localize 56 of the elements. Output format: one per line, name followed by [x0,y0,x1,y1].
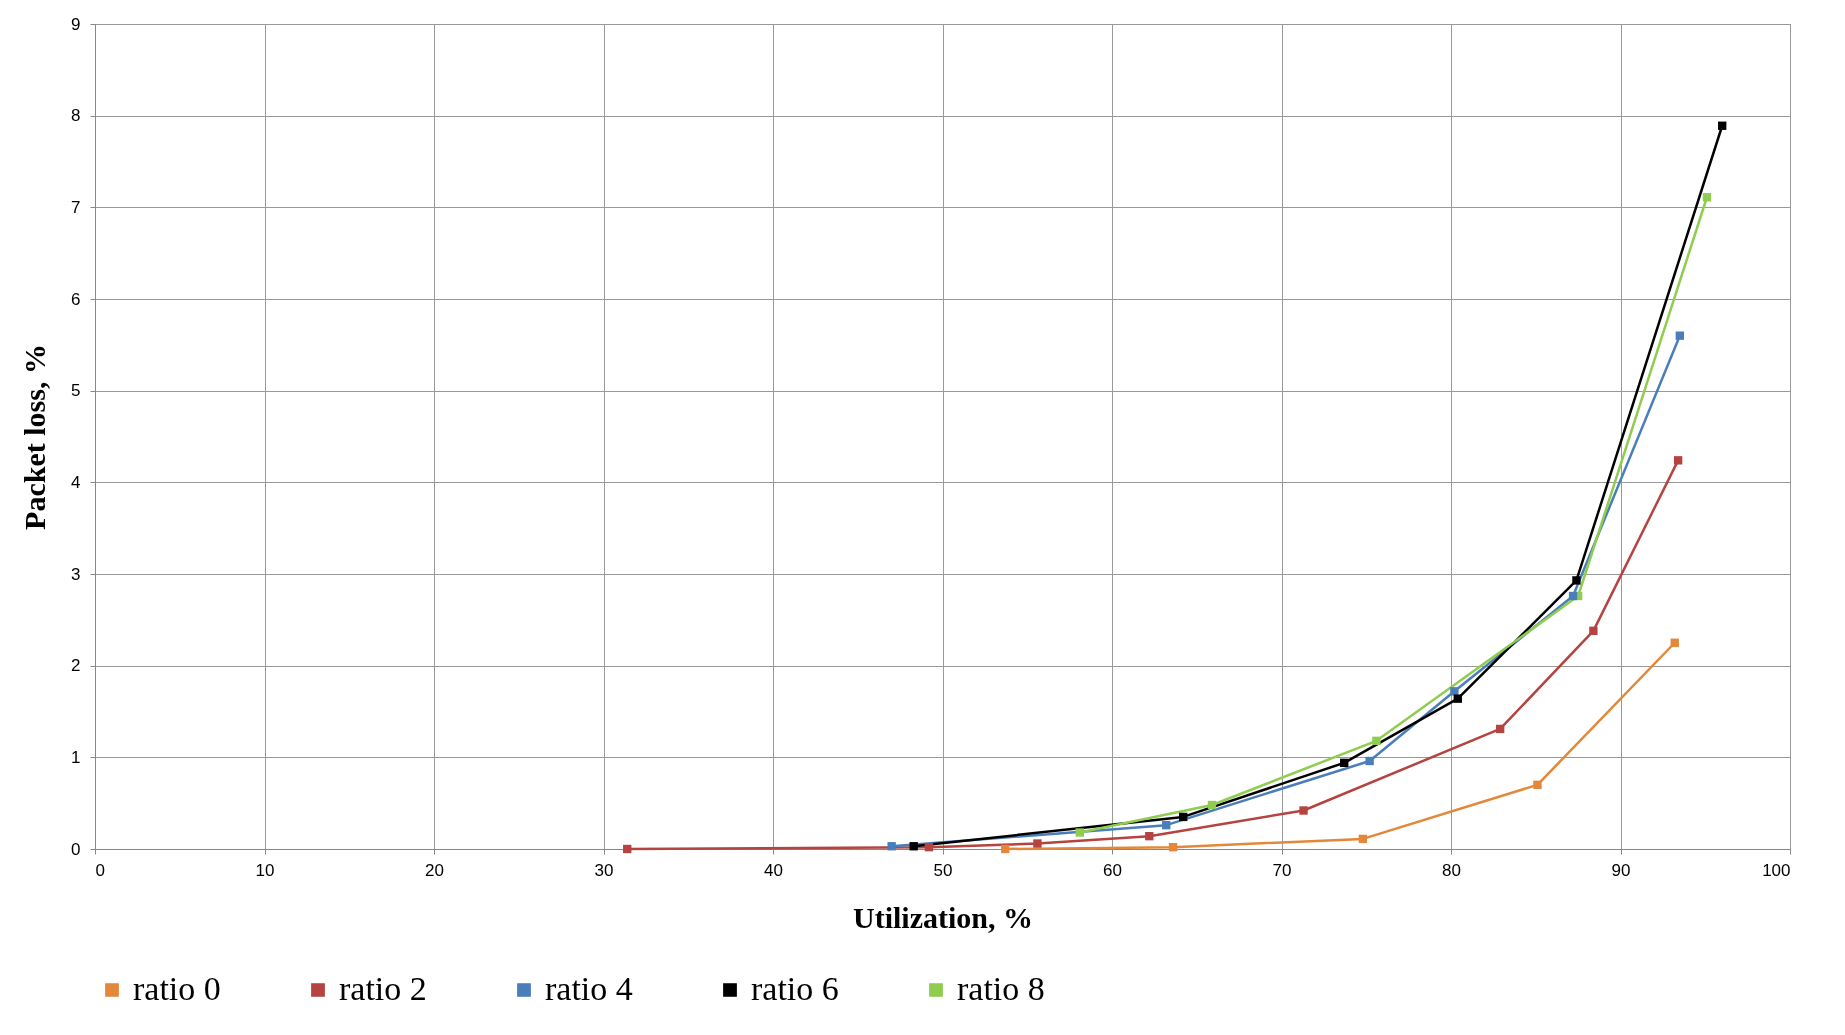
point [1568,591,1578,601]
point [1589,626,1598,636]
point [1670,638,1679,647]
x-tick-label: 0 [95,860,105,880]
point [1365,756,1374,766]
x-axis-title: Utilization, % [853,900,1033,934]
legend-label: ratio 8 [957,970,1045,1007]
legend-label: ratio 2 [339,970,427,1007]
point [1033,839,1042,848]
point [1702,193,1712,202]
y-tick-label: 9 [71,14,81,34]
point [1162,820,1171,830]
x-tick-label: 20 [425,860,444,880]
x-tick-label: 70 [1272,860,1292,880]
y-axis-title: Packet loss, % [18,344,52,530]
y-tick-label: 3 [71,564,81,584]
x-tick-label: 50 [933,860,953,880]
point [1145,831,1154,841]
y-tick-label: 5 [71,381,81,401]
y-tick-label: 1 [71,747,81,767]
point [1718,121,1727,130]
x-tick-label: 30 [594,860,614,880]
y-tick-label: 8 [71,106,81,126]
point [1533,780,1542,790]
point [1372,736,1381,746]
legend-label: ratio 4 [545,970,633,1007]
x-tick-label: 40 [764,860,783,880]
legend-label: ratio 0 [133,970,221,1007]
x-tick-label: 80 [1442,860,1461,880]
y-tick-label: 7 [71,197,81,217]
point [924,842,934,852]
point [1001,844,1010,854]
y-tick-label: 0 [71,839,81,859]
point [1358,834,1368,844]
point [887,842,896,851]
y-tick-label: 2 [71,656,81,676]
point [1179,812,1188,822]
point [1673,456,1683,465]
point [623,844,632,854]
point [1675,331,1685,340]
point [1572,576,1581,585]
y-tick-label: 4 [71,472,81,492]
legend-label: ratio 6 [751,970,839,1007]
x-tick-label: 90 [1611,860,1631,880]
point [1453,694,1462,703]
x-tick-label: 60 [1103,860,1122,880]
point [1168,842,1178,852]
x-tick-label: 100 [1762,860,1791,880]
point [1299,806,1308,815]
x-tick-label: 10 [255,860,275,880]
point [909,842,918,851]
point [1207,800,1217,810]
y-tick-label: 6 [71,289,81,309]
point [1075,828,1084,837]
point [1340,758,1349,768]
point [1495,724,1505,734]
